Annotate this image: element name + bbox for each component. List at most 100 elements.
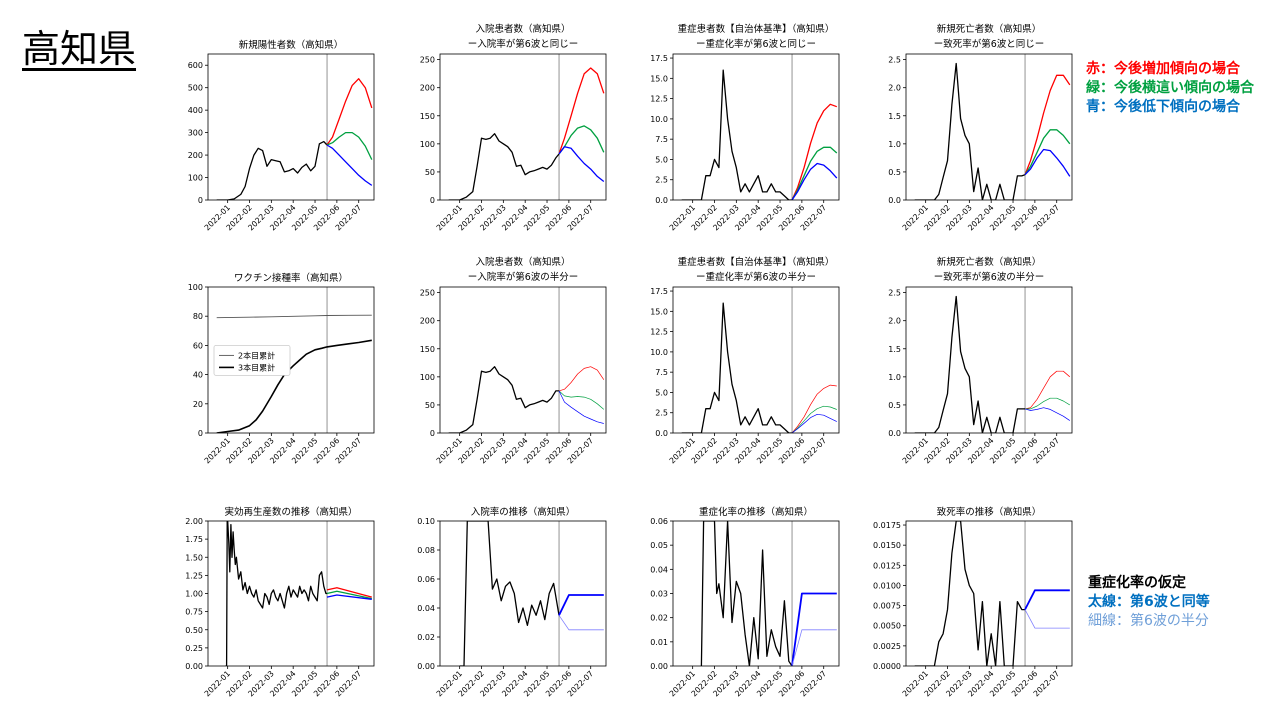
series-line-4 bbox=[791, 162, 838, 200]
y-tick-label: 100 bbox=[188, 283, 203, 292]
series-line-4 bbox=[326, 594, 372, 600]
y-tick-label: 0.10 bbox=[417, 517, 435, 526]
series-line-2 bbox=[326, 587, 372, 598]
y-tick-label: 0.02 bbox=[417, 633, 435, 642]
chart-8: 新規死亡者数（高知県） ー致死率が第6波の半分ー 0.0 0.5 1.0 1.5 2.0 2.… bbox=[888, 256, 1073, 465]
chart-9: 実効再生産数の推移（高知県） 0.00 0.25 0.50 0.75 1.00 1.25 1.… bbox=[185, 506, 375, 698]
chart-title: 致死率の推移（高知県） bbox=[937, 506, 1042, 518]
y-tick-label: 1.0 bbox=[888, 373, 901, 382]
y-tick-label: 100 bbox=[420, 140, 435, 149]
y-tick-label: 1.5 bbox=[888, 112, 901, 121]
y-tick-label: 2.5 bbox=[888, 289, 901, 298]
scenario-legend-green: 緑：今後横這い傾向の場合 bbox=[1086, 80, 1254, 96]
y-tick-label: 0 bbox=[430, 196, 435, 205]
assumption-thick: 太線：第6波と同等 bbox=[1088, 594, 1210, 610]
y-tick-label: 0.06 bbox=[417, 575, 435, 584]
y-tick-label: 0.01 bbox=[650, 638, 668, 647]
series-line-2 bbox=[791, 592, 837, 666]
y-tick-label: 250 bbox=[420, 289, 435, 298]
plot-frame bbox=[439, 286, 607, 434]
series-line-2 bbox=[1024, 589, 1070, 611]
assumption-thin: 細線：第6波の半分 bbox=[1088, 613, 1209, 629]
y-tick-label: 200 bbox=[420, 84, 435, 93]
y-tick-label: 0.50 bbox=[185, 626, 203, 635]
y-tick-label: 40 bbox=[193, 371, 203, 380]
plot-frame bbox=[905, 520, 1073, 667]
y-tick-label: 150 bbox=[420, 345, 435, 354]
series-line-2 bbox=[326, 78, 373, 146]
chart-title: 新規陽性者数（高知県） bbox=[239, 39, 344, 51]
y-tick-label: 600 bbox=[188, 61, 203, 70]
y-tick-label: 17.5 bbox=[650, 287, 668, 296]
y-tick-label: 50 bbox=[425, 168, 435, 177]
series-line-4 bbox=[1024, 407, 1070, 421]
plot-frame bbox=[439, 53, 607, 201]
chart-title: ワクチン接種率（高知県） bbox=[234, 272, 348, 284]
y-tick-label: 0.04 bbox=[650, 565, 668, 574]
series-line-2 bbox=[558, 594, 604, 616]
y-tick-label: 0.0175 bbox=[873, 521, 901, 530]
series-line-1 bbox=[225, 521, 327, 666]
y-tick-label: 1.25 bbox=[185, 571, 203, 580]
series-line-3 bbox=[326, 590, 372, 600]
y-tick-label: 7.5 bbox=[655, 135, 668, 144]
y-tick-label: 400 bbox=[188, 106, 203, 115]
plot-frame bbox=[905, 286, 1073, 434]
plot-frame bbox=[672, 286, 840, 434]
y-tick-label: 200 bbox=[188, 151, 203, 160]
y-tick-label: 15.0 bbox=[650, 74, 668, 83]
assumption-title: 重症化率の仮定 bbox=[1088, 575, 1186, 591]
y-tick-label: 100 bbox=[188, 174, 203, 183]
y-tick-label: 10.0 bbox=[650, 115, 668, 124]
series-line-4 bbox=[1024, 148, 1071, 177]
chart-title: 新規死亡者数（高知県） bbox=[937, 256, 1042, 268]
scenario-legend-red: 赤：今後増加傾向の場合 bbox=[1086, 61, 1240, 77]
plot-frame bbox=[207, 520, 375, 667]
chart-subtitle: ー入院率が第6波の半分ー bbox=[468, 271, 579, 283]
y-tick-label: 500 bbox=[188, 84, 203, 93]
series-line-3 bbox=[791, 629, 837, 666]
y-tick-label: 0.05 bbox=[650, 541, 668, 550]
y-tick-label: 0.03 bbox=[650, 590, 668, 599]
y-tick-label: 1.00 bbox=[185, 590, 203, 599]
series-line-3 bbox=[558, 125, 605, 155]
y-tick-label: 0.0075 bbox=[873, 602, 901, 611]
chart-7: 重症患者数【自治体基準】（高知県） ー重症化率が第6波の半分ー 0.0 2.5 5.0 7… bbox=[650, 256, 840, 465]
series-line-3 bbox=[791, 405, 837, 433]
plot-frame bbox=[905, 53, 1073, 201]
y-tick-label: 0.08 bbox=[417, 546, 435, 555]
y-tick-label: 0.0150 bbox=[873, 541, 901, 550]
chart-subtitle: ー致死率が第6波の半分ー bbox=[934, 271, 1045, 283]
series-line-3 bbox=[1024, 609, 1070, 629]
chart-1: 新規陽性者数（高知県）01002003004005006002022-01202… bbox=[188, 39, 375, 232]
y-tick-label: 0 bbox=[198, 196, 203, 205]
y-tick-label: 7.5 bbox=[655, 368, 668, 377]
series-line-3 bbox=[791, 146, 838, 200]
chart-subtitle: ー致死率が第6波と同じー bbox=[934, 38, 1045, 50]
series-line-1 bbox=[914, 295, 1025, 433]
chart-4: 新規死亡者数（高知県） ー致死率が第6波と同じー 0.0 0.5 1.0 1.5 2.0 2.… bbox=[888, 23, 1073, 232]
y-tick-label: 1.5 bbox=[888, 345, 901, 354]
plot-frame bbox=[207, 286, 375, 434]
chart-12: 致死率の推移（高知県） 0.0000 0.0025 0.0050 0.0075 0.010… bbox=[873, 506, 1073, 698]
series-line-1 bbox=[216, 314, 372, 319]
chart-legend-label: 2本目累計 bbox=[238, 350, 275, 360]
series-line-4 bbox=[558, 146, 605, 183]
y-tick-label: 250 bbox=[420, 56, 435, 65]
y-tick-label: 0.5 bbox=[888, 168, 901, 177]
plot-frame bbox=[207, 53, 375, 201]
y-tick-label: 0.0 bbox=[888, 429, 901, 438]
y-tick-label: 0.0 bbox=[655, 196, 668, 205]
series-line-3 bbox=[558, 390, 605, 410]
y-tick-label: 0.0125 bbox=[873, 561, 901, 570]
y-tick-label: 10.0 bbox=[650, 348, 668, 357]
chart-subtitle: ー重症化率が第6波と同じー bbox=[696, 38, 816, 50]
y-tick-label: 20 bbox=[193, 400, 203, 409]
series-line-4 bbox=[558, 390, 604, 424]
y-tick-label: 2.5 bbox=[888, 56, 901, 65]
series-line-4 bbox=[326, 144, 373, 186]
series-line-3 bbox=[1025, 397, 1070, 410]
y-tick-label: 12.5 bbox=[650, 95, 668, 104]
series-line-2 bbox=[791, 384, 837, 433]
